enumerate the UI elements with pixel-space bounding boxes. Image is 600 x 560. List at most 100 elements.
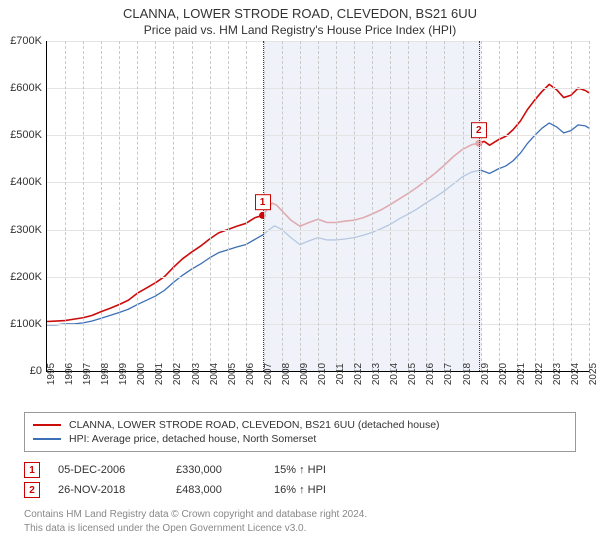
legend-swatch	[33, 424, 61, 426]
gridline-vertical	[463, 41, 464, 371]
sale-marker-icon: 1	[255, 195, 271, 211]
y-tick-label: £500K	[0, 129, 42, 141]
footer-line: Contains HM Land Registry data © Crown c…	[24, 508, 576, 522]
gridline-vertical	[119, 41, 120, 371]
legend-box: CLANNA, LOWER STRODE ROAD, CLEVEDON, BS2…	[24, 412, 576, 452]
gridline-vertical	[155, 41, 156, 371]
x-tick-label: 2001	[154, 363, 165, 385]
gridline-vertical	[481, 41, 482, 371]
x-tick-label: 2004	[209, 363, 220, 385]
sale-pct-vs-hpi: 16% ↑ HPI	[274, 484, 364, 496]
x-axis-labels: 1995199619971998199920002001200220032004…	[46, 372, 588, 406]
sale-event-row: 1 05-DEC-2006 £330,000 15% ↑ HPI	[24, 462, 576, 478]
legend-label: CLANNA, LOWER STRODE ROAD, CLEVEDON, BS2…	[69, 419, 440, 431]
gridline-vertical	[390, 41, 391, 371]
x-tick-label: 2012	[353, 363, 364, 385]
x-tick-label: 2013	[371, 363, 382, 385]
y-axis-labels: £0£100K£200K£300K£400K£500K£600K£700K	[0, 41, 46, 371]
gridline-vertical	[372, 41, 373, 371]
gridline-vertical	[228, 41, 229, 371]
x-tick-label: 2018	[462, 363, 473, 385]
sale-pct-vs-hpi: 15% ↑ HPI	[274, 464, 364, 476]
x-tick-label: 2010	[317, 363, 328, 385]
sale-price: £483,000	[176, 484, 256, 496]
x-tick-label: 2007	[263, 363, 274, 385]
gridline-vertical	[192, 41, 193, 371]
x-tick-label: 2005	[227, 363, 238, 385]
footer-attribution: Contains HM Land Registry data © Crown c…	[24, 508, 576, 535]
gridline-vertical	[173, 41, 174, 371]
y-tick-label: £100K	[0, 318, 42, 330]
x-tick-label: 2019	[480, 363, 491, 385]
gridline-vertical	[210, 41, 211, 371]
gridline-vertical	[589, 41, 590, 371]
chart-subtitle: Price paid vs. HM Land Registry's House …	[0, 23, 600, 37]
x-tick-label: 2002	[172, 363, 183, 385]
gridline-vertical	[354, 41, 355, 371]
gridline-vertical	[499, 41, 500, 371]
chart-area: £0£100K£200K£300K£400K£500K£600K£700K 12…	[0, 41, 600, 406]
gridline-vertical	[282, 41, 283, 371]
sale-date: 26-NOV-2018	[58, 484, 158, 496]
x-tick-label: 1996	[64, 363, 75, 385]
y-tick-label: £0	[0, 365, 42, 377]
sale-marker-icon: 2	[24, 482, 40, 498]
gridline-vertical	[426, 41, 427, 371]
gridline-vertical	[444, 41, 445, 371]
legend-item: HPI: Average price, detached house, Nort…	[33, 433, 567, 445]
x-tick-label: 1999	[118, 363, 129, 385]
x-tick-label: 2023	[552, 363, 563, 385]
y-tick-label: £300K	[0, 224, 42, 236]
footer-line: This data is licensed under the Open Gov…	[24, 522, 576, 536]
legend-label: HPI: Average price, detached house, Nort…	[69, 433, 316, 445]
x-tick-label: 1997	[82, 363, 93, 385]
gridline-vertical	[408, 41, 409, 371]
sale-events-table: 1 05-DEC-2006 £330,000 15% ↑ HPI 2 26-NO…	[24, 458, 576, 502]
sale-marker-icon: 2	[471, 122, 487, 138]
x-tick-label: 2011	[335, 363, 346, 385]
gridline-vertical	[318, 41, 319, 371]
gridline-vertical	[517, 41, 518, 371]
page-container: CLANNA, LOWER STRODE ROAD, CLEVEDON, BS2…	[0, 0, 600, 560]
gridline-vertical	[336, 41, 337, 371]
x-tick-label: 2016	[425, 363, 436, 385]
x-tick-label: 2009	[299, 363, 310, 385]
sale-date: 05-DEC-2006	[58, 464, 158, 476]
gridline-vertical	[137, 41, 138, 371]
legend-swatch	[33, 438, 61, 440]
plot-region: 12	[46, 41, 589, 372]
y-tick-label: £200K	[0, 271, 42, 283]
y-tick-label: £400K	[0, 176, 42, 188]
x-tick-label: 2024	[570, 363, 581, 385]
gridline-vertical	[65, 41, 66, 371]
sale-marker-vline	[479, 41, 480, 371]
legend-item: CLANNA, LOWER STRODE ROAD, CLEVEDON, BS2…	[33, 419, 567, 431]
x-tick-label: 2020	[498, 363, 509, 385]
x-tick-label: 2022	[534, 363, 545, 385]
gridline-vertical	[535, 41, 536, 371]
x-tick-label: 2014	[389, 363, 400, 385]
x-tick-label: 2006	[245, 363, 256, 385]
gridline-vertical	[553, 41, 554, 371]
gridline-vertical	[300, 41, 301, 371]
x-tick-label: 2025	[588, 363, 599, 385]
y-tick-label: £700K	[0, 35, 42, 47]
x-tick-label: 2008	[281, 363, 292, 385]
x-tick-label: 1998	[100, 363, 111, 385]
x-tick-label: 2000	[136, 363, 147, 385]
x-tick-label: 2017	[443, 363, 454, 385]
sale-price: £330,000	[176, 464, 256, 476]
sale-event-row: 2 26-NOV-2018 £483,000 16% ↑ HPI	[24, 482, 576, 498]
gridline-vertical	[101, 41, 102, 371]
x-tick-label: 2021	[516, 363, 527, 385]
x-tick-label: 1995	[46, 363, 57, 385]
gridline-vertical	[246, 41, 247, 371]
x-tick-label: 2003	[191, 363, 202, 385]
y-tick-label: £600K	[0, 82, 42, 94]
chart-title: CLANNA, LOWER STRODE ROAD, CLEVEDON, BS2…	[0, 6, 600, 21]
gridline-vertical	[571, 41, 572, 371]
x-tick-label: 2015	[407, 363, 418, 385]
gridline-vertical	[83, 41, 84, 371]
titles-block: CLANNA, LOWER STRODE ROAD, CLEVEDON, BS2…	[0, 0, 600, 37]
sale-marker-icon: 1	[24, 462, 40, 478]
